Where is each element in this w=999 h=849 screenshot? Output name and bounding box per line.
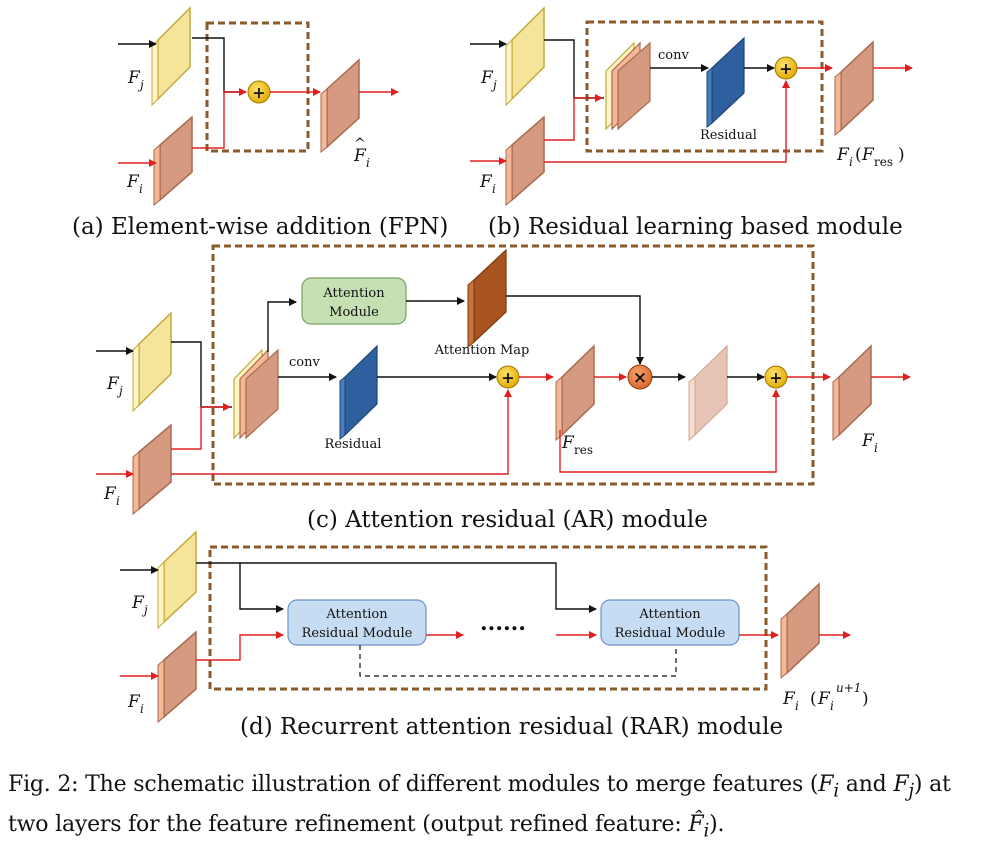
- panel-a: F j F i + F ^ i (a) Element-wise additio…: [72, 6, 448, 240]
- feature-map-fi-b: [505, 115, 545, 207]
- svg-text:j: j: [490, 78, 497, 92]
- svg-text:i: i: [795, 699, 799, 713]
- svg-text:): ): [898, 145, 905, 165]
- feature-map-fj-d: [157, 530, 197, 630]
- feature-map-out-c: [832, 344, 872, 442]
- svg-text:+: +: [779, 59, 792, 78]
- feature-map-fj-c: [132, 311, 172, 413]
- caption-part-3: ) at two layers for the feature refineme…: [8, 772, 951, 838]
- svg-text:i: i: [874, 441, 878, 455]
- svg-text:u+1: u+1: [836, 681, 861, 695]
- svg-text:i: i: [830, 699, 834, 713]
- svg-text:F: F: [782, 689, 796, 709]
- caption-a: (a) Element-wise addition (FPN): [72, 214, 448, 240]
- svg-text:res: res: [574, 443, 593, 457]
- svg-text:F: F: [106, 374, 120, 394]
- svg-text:+: +: [769, 368, 782, 387]
- svg-text:i: i: [116, 494, 120, 508]
- feature-map-out-b: [834, 40, 874, 137]
- svg-text:Residual: Residual: [325, 437, 382, 452]
- svg-text:conv: conv: [289, 355, 320, 370]
- svg-text:): ): [862, 689, 869, 709]
- caption-c: (c) Attention residual (AR) module: [307, 507, 708, 533]
- label-fj-a: F: [127, 68, 141, 88]
- svg-text:F: F: [131, 593, 145, 613]
- svg-text:(: (: [855, 145, 862, 165]
- svg-text:Residual: Residual: [700, 128, 757, 143]
- feature-map-out-a: [320, 58, 360, 154]
- svg-text:F: F: [479, 172, 493, 192]
- svg-text:i: i: [849, 155, 853, 169]
- feature-map-fj-b: [505, 6, 545, 107]
- ar-module-1: [287, 599, 427, 646]
- svg-text:j: j: [141, 603, 148, 617]
- attended-feature: [688, 344, 728, 442]
- svg-text:F: F: [103, 484, 117, 504]
- ar-module-2: [600, 599, 740, 646]
- caption-part-2: and: [838, 772, 887, 797]
- attention-map-block: [467, 248, 507, 349]
- svg-text:j: j: [116, 384, 123, 398]
- feature-map-out-d: [780, 582, 820, 680]
- svg-text:Residual Module: Residual Module: [302, 626, 413, 641]
- svg-text:F: F: [861, 145, 875, 165]
- module-box-b: [585, 20, 824, 153]
- module-box-d: [208, 545, 768, 691]
- svg-text:F: F: [561, 433, 575, 453]
- feature-map-fi: [153, 115, 193, 207]
- caption-part-4: ).: [709, 812, 725, 838]
- residual-block-c: [339, 344, 378, 441]
- svg-text:Attention: Attention: [638, 607, 701, 622]
- svg-text:Attention Map: Attention Map: [434, 343, 530, 358]
- feature-map-fj: [151, 6, 191, 107]
- caption-b: (b) Residual learning based module: [488, 214, 903, 240]
- ellipsis: ......: [480, 610, 526, 636]
- svg-text:F: F: [127, 692, 141, 712]
- svg-text:×: ×: [633, 368, 647, 388]
- caption-d: (d) Recurrent attention residual (RAR) m…: [240, 714, 783, 740]
- svg-text:F: F: [861, 431, 875, 451]
- svg-text:j: j: [137, 78, 144, 92]
- svg-text:res: res: [874, 155, 893, 169]
- svg-text:F: F: [817, 689, 831, 709]
- svg-text:(: (: [810, 689, 817, 709]
- svg-text:+: +: [501, 368, 514, 387]
- svg-text:i: i: [140, 702, 144, 716]
- concat-features-c: [233, 348, 279, 440]
- label-out-a: F: [353, 146, 367, 166]
- svg-text:Residual Module: Residual Module: [615, 626, 726, 641]
- svg-text:F: F: [480, 68, 494, 88]
- svg-text:conv: conv: [658, 48, 689, 63]
- svg-text:i: i: [492, 182, 496, 196]
- svg-text:i: i: [139, 182, 143, 196]
- label-fi-a: F: [126, 172, 140, 192]
- concat-features-b: [605, 41, 651, 131]
- feature-map-fi-d: [157, 630, 197, 724]
- module-box-c: [211, 244, 815, 486]
- svg-text:Attention: Attention: [322, 286, 385, 301]
- svg-text:F: F: [836, 145, 850, 165]
- caption-part-1: Fig. 2: The schematic illustration of di…: [8, 772, 819, 797]
- svg-text:+: +: [252, 83, 265, 102]
- svg-text:Module: Module: [329, 305, 379, 320]
- svg-text:^: ^: [354, 136, 366, 152]
- residual-block-b: [706, 36, 745, 129]
- figure-caption: Fig. 2: The schematic illustration of di…: [8, 772, 951, 842]
- feature-map-res: [555, 344, 595, 442]
- svg-text:i: i: [366, 156, 370, 170]
- feature-map-fi-c: [132, 423, 172, 516]
- svg-text:Attention: Attention: [325, 607, 388, 622]
- module-box-a: [205, 21, 310, 153]
